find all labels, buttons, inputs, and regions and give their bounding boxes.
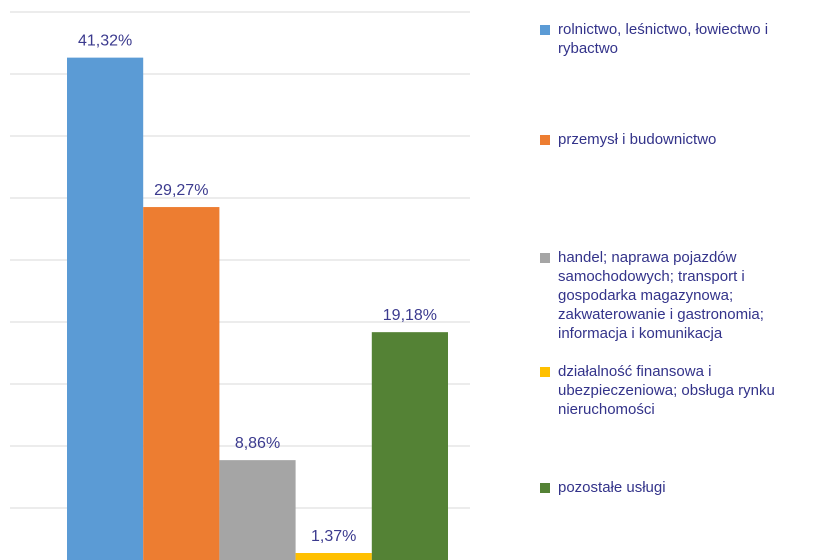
legend-label: rolnictwo, leśnictwo, łowiectwo i rybact… — [558, 21, 769, 57]
plot: 41,32% 29,27% 8,86% 1,37% 19,18% — [10, 11, 470, 560]
legend-item: handel; naprawa pojazdów samochodowych; … — [540, 248, 820, 343]
legend-label: działalność finansowa i ubezpieczeniowa;… — [558, 363, 775, 418]
legend-swatch — [540, 367, 550, 377]
data-label: 1,37% — [311, 528, 356, 545]
legend-swatch — [540, 483, 550, 493]
bar — [67, 57, 144, 560]
legend-swatch — [540, 25, 550, 35]
data-label: 29,27% — [154, 182, 208, 199]
bar — [371, 332, 448, 560]
legend-label: przemysł i budownictwo — [558, 131, 717, 148]
legend-label: pozostałe usługi — [558, 479, 666, 496]
legend-item: pozostałe usługi — [540, 478, 820, 497]
legend-item: działalność finansowa i ubezpieczeniowa;… — [540, 362, 820, 419]
legend-label: handel; naprawa pojazdów samochodowych; … — [558, 249, 764, 342]
data-label: 41,32% — [78, 33, 132, 50]
bar — [143, 207, 220, 560]
legend-swatch — [540, 135, 550, 145]
legend-item: rolnictwo, leśnictwo, łowiectwo i rybact… — [540, 20, 820, 58]
bar — [295, 553, 372, 560]
bar — [219, 460, 296, 560]
data-label: 19,18% — [383, 307, 437, 324]
legend-swatch — [540, 253, 550, 263]
data-label: 8,86% — [235, 435, 280, 452]
legend-item: przemysł i budownictwo — [540, 130, 820, 149]
